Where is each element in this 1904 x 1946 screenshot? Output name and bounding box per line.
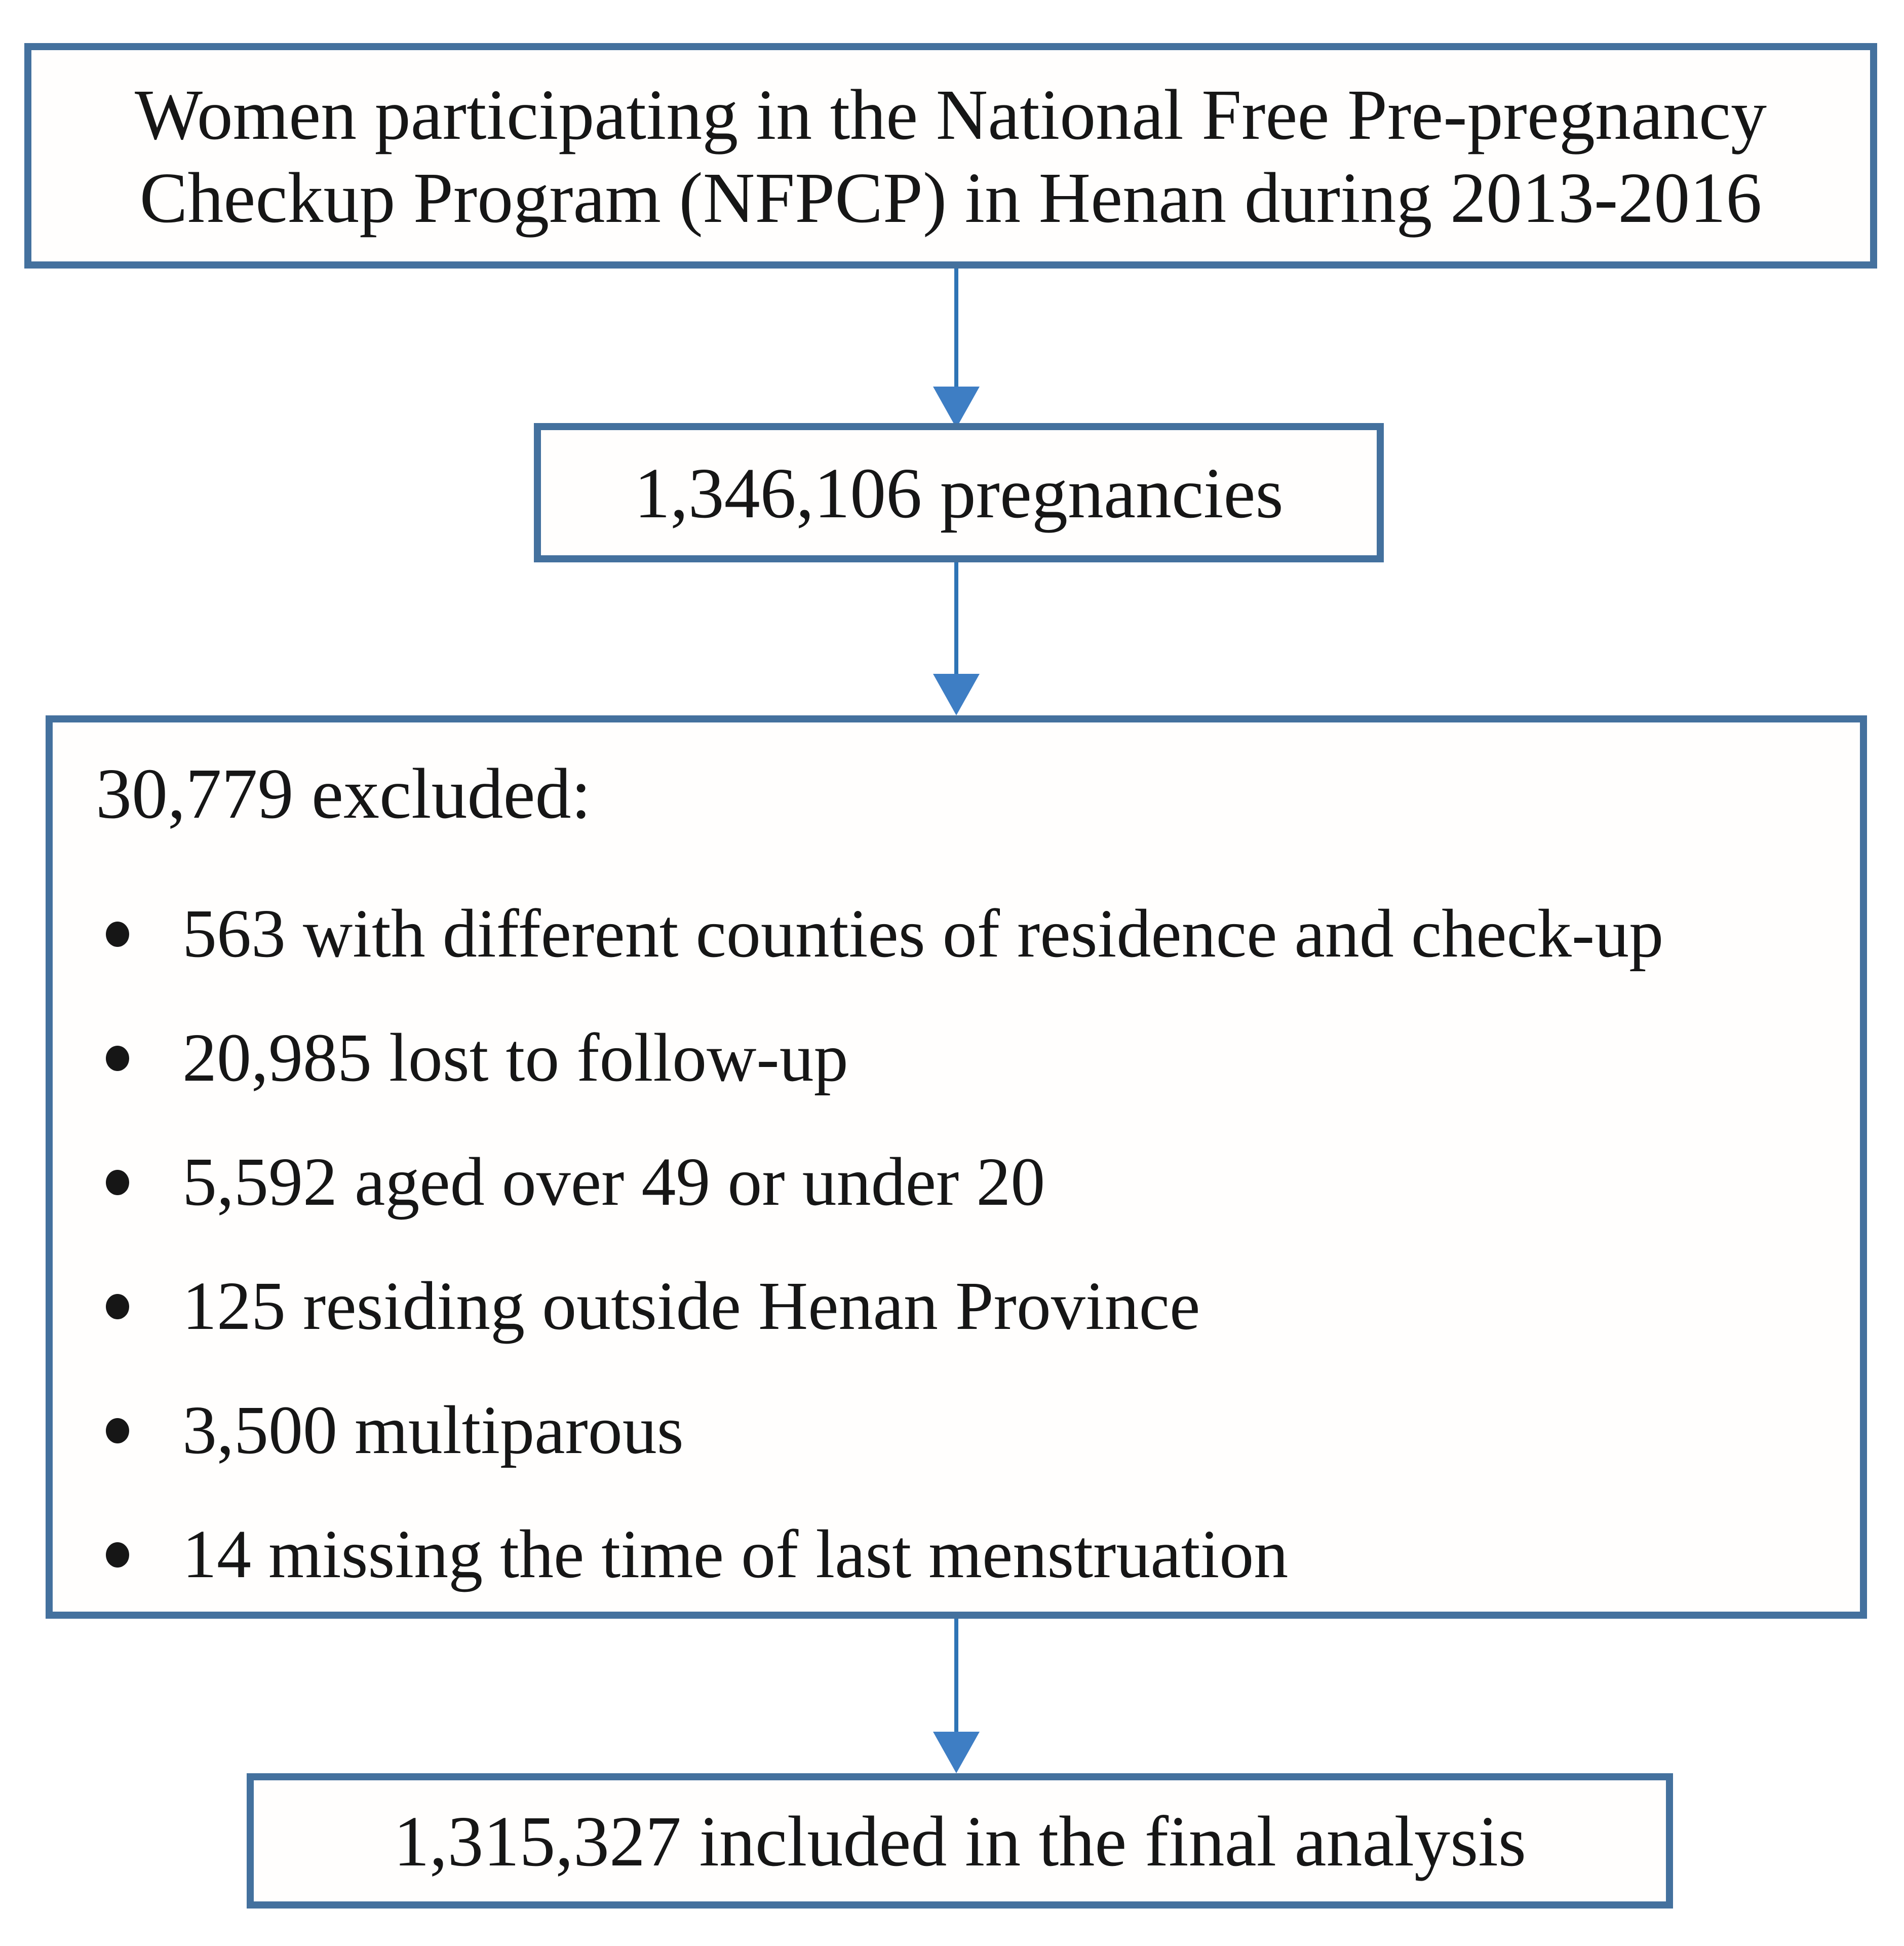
excluded-item-text: 20,985 lost to follow-up xyxy=(182,1020,848,1096)
excluded-list: 563 with different counties of residence… xyxy=(96,892,1819,1596)
excluded-item-text: 125 residing outside Henan Province xyxy=(182,1268,1200,1344)
excluded-item-text: 563 with different counties of residence… xyxy=(182,896,1664,972)
bullet-icon xyxy=(106,1294,129,1319)
arrow-down-icon xyxy=(933,1732,980,1773)
excluded-list-item: 14 missing the time of last menstruation xyxy=(106,1513,1819,1596)
excluded-list-item: 125 residing outside Henan Province xyxy=(106,1265,1819,1348)
excluded-box-header: 30,779 excluded: xyxy=(96,753,591,833)
excluded-list-item: 3,500 multiparous xyxy=(106,1389,1819,1472)
pregnancies-box-text: 1,346,106 pregnancies xyxy=(634,452,1284,533)
arrow-down-icon xyxy=(933,674,980,715)
arrow-line xyxy=(954,1619,958,1733)
bullet-icon xyxy=(106,1542,129,1568)
excluded-item-text: 5,592 aged over 49 or under 20 xyxy=(182,1144,1045,1220)
final-box-text: 1,315,327 included in the final analysis xyxy=(393,1801,1527,1881)
excluded-box: 30,779 excluded: 563 with different coun… xyxy=(46,715,1867,1619)
top-box-line2: Checkup Program (NFPCP) in Henan during … xyxy=(139,157,1762,238)
excluded-list-item: 20,985 lost to follow-up xyxy=(106,1016,1819,1100)
pregnancies-box: 1,346,106 pregnancies xyxy=(534,423,1384,562)
top-box-line1: Women participating in the National Free… xyxy=(135,74,1767,155)
excluded-list-item: 5,592 aged over 49 or under 20 xyxy=(106,1140,1819,1224)
top-box: Women participating in the National Free… xyxy=(24,43,1877,269)
excluded-list-item: 563 with different counties of residence… xyxy=(106,892,1819,976)
bullet-icon xyxy=(106,1170,129,1195)
bullet-icon xyxy=(106,922,129,947)
final-box: 1,315,327 included in the final analysis xyxy=(247,1773,1673,1909)
arrow-down-icon xyxy=(933,387,980,428)
arrow-line xyxy=(954,269,958,389)
bullet-icon xyxy=(106,1418,129,1443)
arrow-line xyxy=(954,562,958,675)
bullet-icon xyxy=(106,1046,129,1071)
excluded-item-text: 14 missing the time of last menstruation xyxy=(182,1516,1289,1592)
excluded-item-text: 3,500 multiparous xyxy=(182,1392,684,1468)
